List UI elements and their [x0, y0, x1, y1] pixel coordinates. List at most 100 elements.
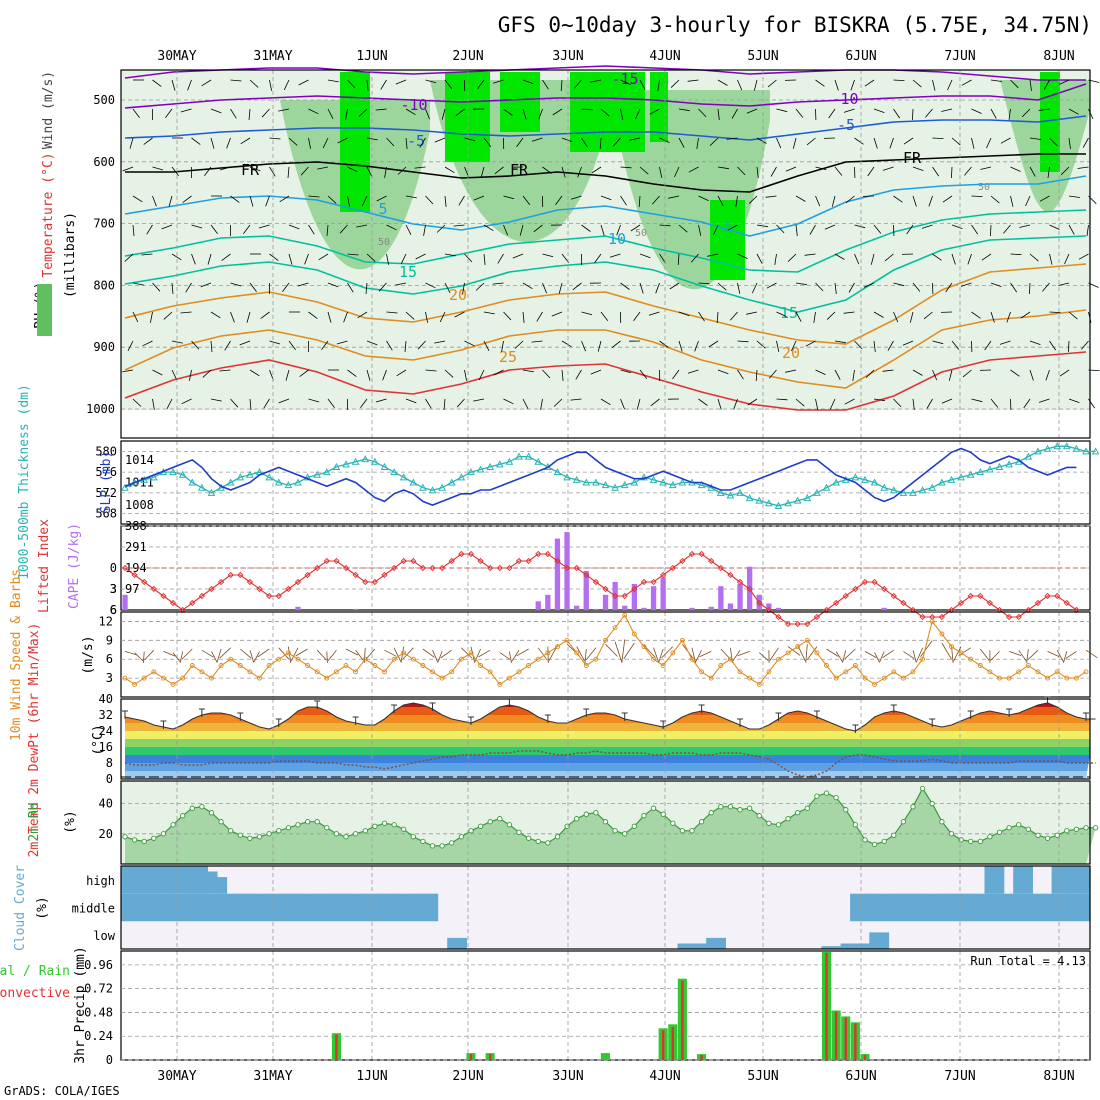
y-tick-label: 572 [95, 486, 117, 500]
wind-barb [132, 195, 143, 203]
wind-speed-marker [1016, 669, 1022, 675]
wind-barb [269, 79, 272, 91]
rh2m-marker [545, 840, 551, 846]
wind-barb [322, 137, 329, 149]
thickness-marker [611, 483, 619, 491]
wind-barb [405, 224, 412, 235]
isotherm-line [124, 209, 1087, 273]
rh2m-marker [189, 805, 195, 811]
cloud-cell [456, 937, 467, 949]
wind-barb [180, 108, 192, 113]
thickness-marker [169, 468, 177, 476]
contour-label: 25 [499, 348, 517, 366]
y-tick-label: 40 [99, 797, 113, 811]
precip-convective-bar [863, 1055, 867, 1060]
wind-barb [951, 166, 953, 179]
cape-bar [881, 607, 887, 610]
wind-barb [659, 340, 669, 348]
cape-bar [727, 603, 734, 610]
wind-barb [1010, 253, 1022, 255]
rh2m-marker [208, 810, 215, 816]
wind-barb [1059, 369, 1070, 377]
wind-barb [492, 79, 504, 84]
wind-barb [826, 648, 839, 657]
panel-frame [120, 69, 1091, 439]
rh2m-marker [987, 834, 993, 840]
wind-barb [873, 224, 882, 234]
wind-barb [519, 224, 524, 236]
wind-barb [826, 311, 836, 320]
cloud-cell [178, 866, 189, 894]
wind-barb [657, 79, 660, 91]
cloud-cell [169, 866, 180, 894]
minmax-bar [1006, 708, 1013, 717]
lifted-marker [919, 613, 926, 621]
lifted-marker [640, 578, 648, 586]
wind-barb [658, 648, 664, 663]
thickness-marker [678, 478, 687, 486]
wind-barb [511, 649, 520, 662]
wind-barb [577, 166, 582, 178]
wind-barb [830, 398, 836, 410]
wind-barb [393, 647, 402, 662]
wind-speed-marker [977, 663, 983, 668]
wind-barb [873, 340, 876, 352]
minmax-bar [1083, 712, 1089, 721]
wind-speed-marker [660, 663, 666, 668]
y-tick-label: 97 [125, 582, 139, 596]
y-tick-label: 3 [106, 671, 113, 685]
wind-barb [732, 649, 741, 662]
wind-barb [1008, 108, 1011, 120]
rh2m-marker [151, 835, 157, 841]
rh2m-marker [939, 819, 945, 825]
wind-barb [226, 137, 231, 149]
wind-barb [698, 398, 708, 406]
wind-barb [285, 369, 290, 381]
wind-barb [1018, 649, 1027, 662]
cloud-cell [840, 943, 851, 949]
wind-barb [181, 398, 192, 405]
cloud-cell [341, 893, 352, 922]
lifted-marker [487, 564, 494, 572]
wind-speed-marker [506, 675, 512, 681]
thickness-marker [726, 491, 735, 499]
lifted-marker [198, 592, 206, 600]
rh2m-marker [333, 831, 340, 837]
wind-barb [345, 648, 359, 656]
lifted-marker [833, 599, 840, 607]
thickness-marker [909, 488, 917, 496]
wind-barb [600, 311, 609, 321]
thickness-marker [1072, 444, 1081, 452]
wind-barb [806, 137, 816, 146]
panel-frame [120, 780, 1091, 865]
rh2m-panel: 20 40 2m RH (%) [27, 780, 1099, 865]
wind-speed-marker [583, 663, 589, 668]
wind-barb [756, 340, 766, 349]
thickness-marker [745, 494, 754, 502]
wind-barb [240, 137, 251, 145]
wind-barb [768, 369, 777, 379]
wind-barb [279, 195, 290, 203]
wind-speed-marker [670, 650, 676, 656]
wind-barb [948, 369, 953, 381]
wind-barb [464, 369, 467, 381]
wind-barb [531, 137, 543, 142]
cloud-row-label: high [86, 874, 115, 888]
cloud-cell [831, 946, 842, 949]
wind-barb [843, 311, 855, 314]
thickness-marker [832, 478, 840, 486]
wind-barb [384, 166, 387, 178]
wind-barb [1029, 137, 1041, 140]
cloud-cell [312, 893, 324, 922]
wind-barb [1045, 369, 1050, 381]
wind-barb [923, 311, 933, 320]
bottom-date-label: 5JUN [747, 1069, 778, 1084]
thickness-marker [947, 475, 956, 483]
wind-barb [867, 166, 875, 177]
wind-barb [249, 369, 260, 377]
wind-barb [729, 311, 738, 321]
minmax-bar [467, 716, 474, 725]
minmax-bar [852, 724, 859, 733]
wind-barb [971, 195, 983, 197]
wind-barb [854, 253, 860, 265]
